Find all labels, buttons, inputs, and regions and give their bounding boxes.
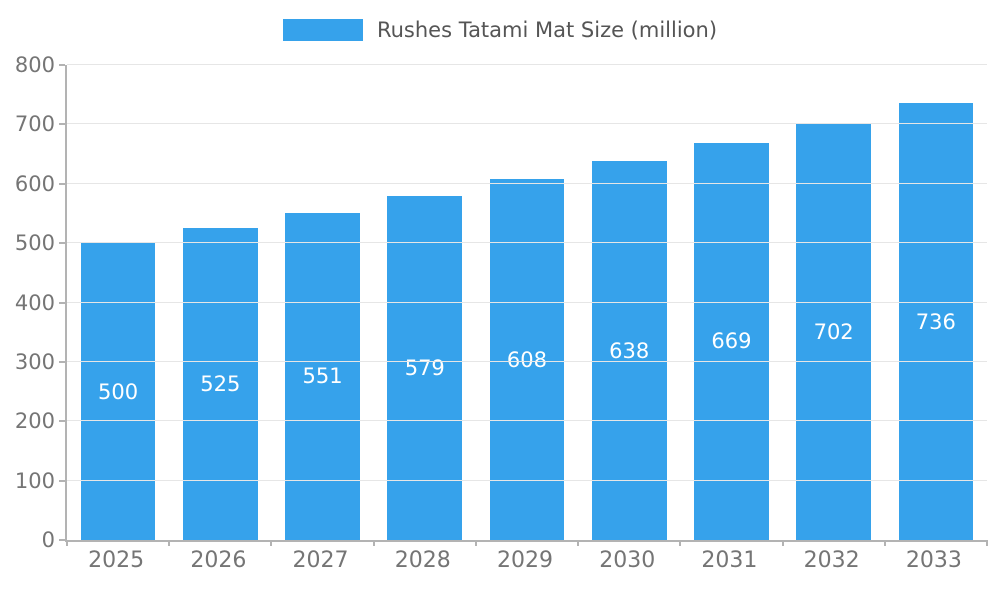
x-tick-mark (372, 540, 375, 546)
y-tick-mark (59, 479, 65, 482)
bar-2030[interactable]: 638 (591, 161, 667, 540)
bar-value-label: 551 (302, 364, 343, 389)
y-tick-label: 200 (14, 409, 55, 434)
y-tick-label: 600 (14, 171, 55, 196)
chart-legend: Rushes Tatami Mat Size (million) (0, 18, 1000, 42)
bar-2029[interactable]: 608 (489, 179, 565, 540)
bar-2026[interactable]: 525 (183, 228, 258, 540)
y-tick-mark (59, 539, 65, 541)
x-tick-label: 2031 (701, 548, 758, 573)
x-tick-mark (474, 540, 477, 546)
y-tick-mark (59, 301, 65, 304)
y-tick-mark (59, 242, 65, 245)
bar-slot: 608 (476, 65, 578, 540)
x-tick-mark (986, 540, 988, 546)
x-tick-label: 2026 (190, 548, 247, 573)
gridline (67, 301, 987, 303)
y-tick-mark (59, 420, 65, 423)
gridline (67, 479, 987, 481)
y-tick-mark (59, 360, 65, 363)
bar-slot: 638 (578, 65, 680, 540)
y-tick-label: 400 (14, 290, 55, 315)
bar-value-label: 736 (915, 309, 956, 334)
y-tick-mark (59, 123, 65, 126)
bar-slot: 500 (67, 65, 169, 540)
y-axis: 0 100 200 300 400 500 600 700 800 (0, 53, 65, 552)
x-tick-mark (270, 540, 273, 546)
x-tick-label: 2030 (599, 548, 656, 573)
x-tick-mark (577, 540, 580, 546)
bar-2032[interactable]: 702 (796, 123, 871, 540)
bar-slot: 525 (169, 65, 271, 540)
x-tick-mark (66, 540, 68, 546)
bar-2033[interactable]: 736 (898, 103, 974, 540)
bar-slot: 702 (783, 65, 885, 540)
x-tick-label: 2025 (88, 548, 145, 573)
gridline (67, 64, 987, 65)
x-tick-label: 2032 (803, 548, 860, 573)
bar-slot: 579 (374, 65, 476, 540)
y-tick-label: 800 (14, 53, 55, 77)
gridline (67, 182, 987, 184)
bar-value-label: 702 (813, 319, 854, 344)
y-tick-label: 100 (14, 468, 55, 493)
x-tick-mark (781, 540, 784, 546)
y-tick-label: 300 (14, 349, 55, 374)
legend-label: Rushes Tatami Mat Size (million) (376, 18, 718, 42)
x-tick-label: 2033 (905, 548, 962, 573)
bar-value-label: 608 (506, 347, 548, 372)
x-tick-label: 2029 (496, 548, 553, 573)
x-tick-label: 2028 (394, 548, 451, 573)
bar-value-label: 579 (404, 356, 445, 381)
gridline (67, 420, 987, 422)
bar-slot: 736 (885, 65, 987, 540)
bar-value-label: 638 (609, 338, 650, 363)
x-tick-mark (679, 540, 682, 546)
bar-value-label: 525 (200, 372, 241, 397)
bar-2031[interactable]: 669 (694, 142, 769, 540)
x-tick-mark (168, 540, 171, 546)
bars-row: 500 525 551 579 608 638 669 702 736 (67, 65, 987, 540)
y-tick-label: 0 (41, 528, 55, 552)
bar-slot: 669 (680, 65, 782, 540)
bar-value-label: 669 (711, 329, 752, 354)
bar-2025[interactable]: 500 (80, 243, 156, 540)
bar-value-label: 500 (98, 379, 139, 404)
y-tick-mark (59, 182, 65, 185)
gridline (67, 123, 987, 125)
plot-area: 500 525 551 579 608 638 669 702 736 (65, 64, 988, 546)
gridline (67, 242, 987, 244)
x-tick-mark (883, 540, 886, 546)
legend-swatch-icon (282, 19, 363, 41)
y-tick-mark (59, 64, 65, 66)
bar-2028[interactable]: 579 (387, 196, 463, 540)
gridline (67, 360, 987, 362)
x-axis: 2025 2026 2027 2028 2029 2030 2031 2032 2033 (65, 548, 985, 573)
y-tick-label: 700 (14, 112, 55, 137)
bar-2027[interactable]: 551 (285, 212, 360, 540)
x-tick-label: 2027 (292, 548, 349, 573)
y-tick-label: 500 (14, 231, 55, 256)
bar-slot: 551 (271, 65, 373, 540)
